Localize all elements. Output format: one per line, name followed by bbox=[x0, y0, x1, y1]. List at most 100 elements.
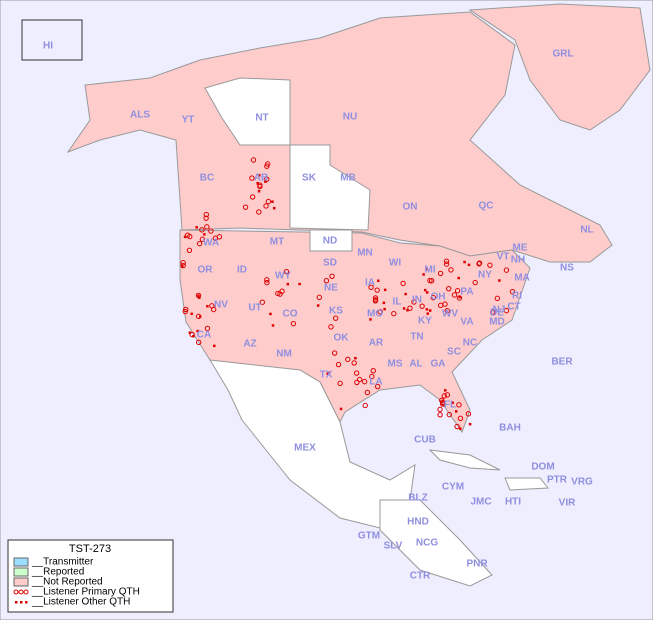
region-label: HND bbox=[407, 517, 429, 528]
listener-other bbox=[454, 410, 458, 413]
region-label: PA bbox=[460, 287, 473, 298]
listener-primary bbox=[328, 324, 334, 330]
region-label: MS bbox=[388, 359, 403, 370]
region-label: KS bbox=[329, 306, 343, 317]
legend-swatch bbox=[13, 567, 29, 577]
listener-primary bbox=[457, 415, 464, 421]
listener-primary bbox=[263, 203, 269, 209]
legend-swatch bbox=[13, 577, 29, 587]
listener-primary bbox=[199, 227, 205, 233]
listener-primary bbox=[332, 315, 339, 321]
listener-primary bbox=[199, 236, 206, 242]
listener-primary bbox=[411, 299, 417, 305]
region-label: WY bbox=[275, 271, 291, 282]
listener-primary bbox=[427, 277, 433, 284]
listener-other bbox=[428, 309, 432, 312]
region-label: CUB bbox=[414, 435, 436, 446]
region-label: KY bbox=[418, 316, 432, 327]
legend-label: __Listener Other QTH bbox=[31, 597, 130, 608]
region-label: VA bbox=[460, 317, 473, 328]
region-label: NCG bbox=[416, 538, 438, 549]
region-label: QC bbox=[479, 201, 494, 212]
listener-primary bbox=[446, 285, 452, 292]
listener-primary bbox=[362, 402, 368, 409]
region-label: MB bbox=[340, 173, 356, 184]
listener-primary bbox=[196, 240, 203, 247]
listener-other bbox=[298, 282, 301, 286]
listener-other bbox=[382, 301, 386, 305]
listener-primary bbox=[203, 211, 209, 218]
region-label: NY bbox=[478, 270, 492, 281]
listener-other bbox=[459, 427, 462, 430]
region-label: NE bbox=[324, 283, 338, 294]
listener-primary bbox=[437, 406, 443, 413]
region-label: SD bbox=[323, 258, 337, 269]
region-label: FL bbox=[444, 400, 456, 411]
mexico bbox=[209, 359, 416, 529]
legend-title: TST-273 bbox=[69, 543, 111, 555]
listener-primary bbox=[430, 294, 436, 301]
listener-primary bbox=[419, 303, 425, 309]
region-label: ID bbox=[237, 265, 247, 276]
listener-primary bbox=[437, 412, 443, 418]
region-label: OH bbox=[431, 292, 446, 303]
listener-primary bbox=[372, 297, 379, 303]
region-label: ME bbox=[513, 243, 528, 254]
region-label: TN bbox=[410, 332, 423, 343]
region-label: AZ bbox=[243, 339, 256, 350]
listener-other bbox=[198, 315, 202, 318]
listener-other bbox=[271, 324, 275, 327]
listener-other bbox=[188, 331, 192, 334]
listener-other bbox=[195, 226, 198, 229]
listener-primary bbox=[242, 204, 249, 210]
region-label: MT bbox=[270, 237, 284, 248]
listener-primary bbox=[509, 288, 516, 295]
region-label: BC bbox=[200, 173, 214, 184]
listener-primary bbox=[369, 373, 375, 380]
listener-primary bbox=[264, 279, 270, 286]
central-america bbox=[379, 499, 493, 587]
listener-primary bbox=[189, 331, 195, 338]
listener-other bbox=[425, 291, 429, 294]
listener-primary bbox=[361, 378, 368, 385]
region-label: AL bbox=[409, 359, 422, 370]
listener-primary bbox=[377, 309, 383, 315]
listener-other bbox=[377, 279, 380, 283]
listener-primary bbox=[186, 247, 193, 254]
region-label: IA bbox=[365, 278, 375, 289]
listener-primary bbox=[335, 361, 342, 368]
legend-label: __Listener Primary QTH bbox=[31, 587, 140, 598]
listener-other bbox=[369, 318, 372, 321]
region-label: ALS bbox=[130, 110, 150, 121]
listener-primary bbox=[279, 288, 285, 294]
region-label: CYM bbox=[442, 482, 464, 493]
region-label: NL bbox=[580, 225, 593, 236]
listener-primary bbox=[249, 194, 256, 200]
legend-swatch bbox=[25, 601, 28, 604]
region-label: AB bbox=[254, 173, 268, 184]
listener-primary bbox=[454, 423, 460, 430]
legend-swatch bbox=[13, 589, 19, 595]
region-label: VT bbox=[497, 252, 510, 263]
region-label: MD bbox=[489, 317, 505, 328]
listener-other bbox=[196, 329, 199, 333]
listener-primary bbox=[275, 290, 281, 297]
listener-primary bbox=[337, 380, 343, 387]
listener-primary bbox=[264, 176, 270, 182]
region-label: CTR bbox=[410, 571, 431, 582]
listener-other bbox=[316, 304, 320, 307]
listener-other bbox=[256, 182, 259, 185]
listener-other bbox=[458, 295, 461, 299]
region-label: YT bbox=[182, 115, 195, 126]
region-label: PTR bbox=[547, 475, 568, 486]
legend-swatch bbox=[18, 589, 24, 595]
cuba bbox=[428, 449, 501, 471]
hispaniola bbox=[504, 477, 549, 491]
listener-primary bbox=[204, 325, 211, 332]
region-label: WA bbox=[203, 238, 219, 249]
listener-primary bbox=[323, 278, 330, 284]
region-label: AR bbox=[369, 338, 384, 349]
listener-other bbox=[327, 371, 330, 375]
listener-other bbox=[451, 401, 454, 404]
listener-primary bbox=[356, 376, 363, 383]
